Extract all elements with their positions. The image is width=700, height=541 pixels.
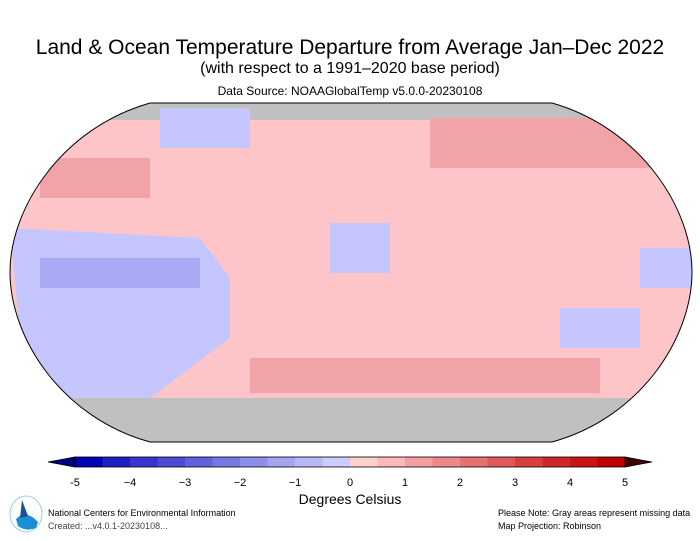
colorbar-bin	[102, 457, 131, 467]
missing-data-arctic	[10, 103, 692, 120]
colorbar-tick-label: -5	[70, 477, 80, 489]
data-source: Data Source: NOAAGlobalTemp v5.0.0-20230…	[217, 84, 483, 98]
noaa-logo	[9, 495, 43, 533]
map-subtitle: (with respect to a 1991–2020 base period…	[200, 60, 500, 77]
colorbar-bin	[295, 457, 323, 467]
colorbar-tick-label: −3	[178, 477, 192, 489]
colorbar-bin	[460, 457, 488, 467]
colorbar	[47, 456, 653, 468]
footer-org: National Centers for Environmental Infor…	[48, 508, 236, 518]
map-title: Land & Ocean Temperature Departure from …	[35, 36, 665, 59]
colorbar-bin	[240, 457, 268, 467]
colorbar-bin	[130, 457, 158, 467]
colorbar-label: Degrees Celsius	[298, 491, 402, 507]
colorbar-bin	[432, 457, 461, 467]
colorbar-bin	[377, 457, 406, 467]
colorbar-tick-label: −4	[123, 477, 137, 489]
footer-note: Please Note: Gray areas represent missin…	[498, 508, 691, 518]
footer-created: Created: ...v4.0.1-20230108...	[48, 521, 168, 531]
colorbar-bin	[157, 457, 186, 467]
colorbar-tick-label: 4	[566, 477, 574, 489]
colorbar-tick-label: 0	[346, 477, 354, 489]
colorbar-bin	[570, 457, 598, 467]
warm-patch-southern-ocean	[250, 358, 600, 393]
world-map	[9, 102, 693, 443]
cool-patch-africa	[330, 223, 390, 273]
colorbar-under-triangle	[47, 456, 76, 468]
colorbar-bin	[597, 457, 626, 467]
warm-patch-north-pacific	[40, 158, 150, 198]
colorbar-bin	[405, 457, 433, 467]
cool-patch-tropical-pacific	[40, 258, 200, 288]
colorbar-bin	[75, 457, 103, 467]
colorbar-tick-label: 5	[621, 477, 629, 489]
cool-patch-australia	[560, 308, 640, 348]
colorbar-tick-label: 1	[401, 477, 409, 489]
anomaly-field	[10, 103, 692, 442]
colorbar-tick-label: 2	[456, 477, 464, 489]
colorbar-bin	[487, 457, 516, 467]
colorbar-tick-label: −1	[288, 477, 302, 489]
colorbar-bin	[542, 457, 571, 467]
colorbar-tick-label: 3	[511, 477, 519, 489]
map-outline	[9, 102, 693, 443]
colorbar-bin	[212, 457, 241, 467]
cool-patch-east-pacific	[640, 248, 692, 288]
colorbar-bin	[185, 457, 213, 467]
colorbar-over-triangle	[624, 456, 653, 468]
colorbar-bin	[322, 457, 351, 467]
colorbar-bin	[515, 457, 543, 467]
footer-projection: Map Projection: Robinson	[498, 521, 602, 531]
colorbar-tick-label: −2	[233, 477, 247, 489]
colorbar-bin	[267, 457, 296, 467]
cool-patch-canada	[160, 108, 250, 148]
colorbar-frame	[74, 456, 626, 468]
colorbar-bin	[350, 457, 378, 467]
warm-patch-siberia	[430, 118, 680, 168]
